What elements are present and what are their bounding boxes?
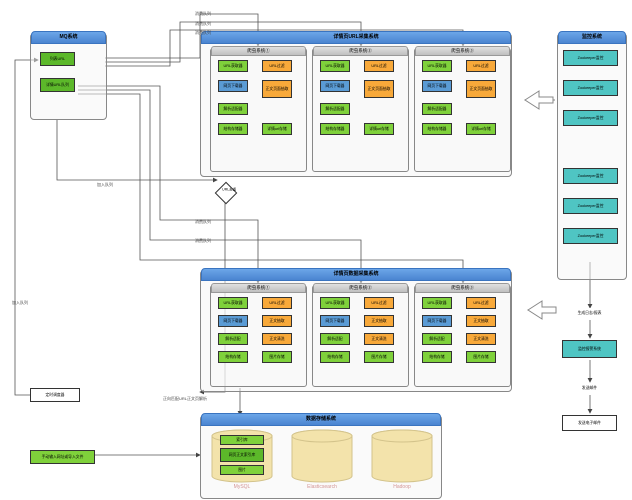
monitor-item: Zookeeper监控 [563, 228, 618, 244]
edge-label: 消费队列 [195, 30, 211, 36]
crawler-box: 结构存储器 [320, 123, 350, 135]
crawler-box: URL获取器 [422, 60, 452, 72]
crawler-box: 正文页面抽取 [262, 80, 292, 98]
crawler-box: 图片存储 [262, 351, 292, 363]
monitor-arrow [528, 301, 556, 319]
monitor-item: Zookeeper监控 [563, 80, 618, 96]
mysql-inner: 索引库 [220, 435, 264, 445]
crawler-box: 解析适配器 [422, 103, 452, 115]
crawler-box: 详情url存储 [466, 123, 496, 135]
edge-label: 加入队列 [12, 300, 28, 306]
crawler-box: URL获取器 [218, 297, 248, 309]
edge-label: 消费队列 [195, 21, 211, 27]
crawler-box: URL获取器 [320, 60, 350, 72]
crawler-box: 图片存储 [364, 351, 394, 363]
panel-title: 详情页URL采集系统 [201, 31, 511, 44]
mq-queue: 详情URL队列 [40, 78, 75, 92]
crawler-box: 解析适配 [218, 333, 248, 345]
crawler-box: 网页下载器 [320, 80, 350, 92]
subpanel-title: 爬虫系统③ [415, 283, 510, 293]
subpanel-title: 爬虫系统① [211, 283, 306, 293]
crawler-box: 解析适配 [320, 333, 350, 345]
crawler-box: 解析适配 [422, 333, 452, 345]
edge-label: 加入队列 [97, 182, 113, 188]
panel-title: 监控系统 [558, 31, 626, 44]
subpanel-title: 爬虫系统② [313, 46, 408, 56]
crawler-box: 图片存储 [466, 351, 496, 363]
monitor-item: Zookeeper监控 [563, 198, 618, 214]
panel-title: MQ系统 [31, 31, 106, 44]
edge-label: 消费队列 [195, 219, 211, 225]
crawler-box: URL过滤 [466, 297, 496, 309]
panel-mq: MQ系统 [30, 33, 107, 120]
crawler-box: 正文抽取 [262, 315, 292, 327]
crawler-box: URL过滤 [364, 60, 394, 72]
subpanel-title: 爬虫系统① [211, 46, 306, 56]
crawler-box: 网页下载器 [422, 80, 452, 92]
monitor-flow: 发送电子邮件 [562, 415, 617, 431]
crawler-box: 结构存储 [422, 351, 452, 363]
monitor-flow: 监控报警系统 [562, 340, 617, 358]
monitor-item: Zookeeper监控 [563, 168, 618, 184]
panel-title: 详情页数据采集系统 [201, 268, 511, 281]
diagram-stage: MySQLElasticsearchHadoopMQ系统详情页URL采集系统详情… [0, 0, 632, 500]
mysql-inner: 图片 [220, 465, 264, 475]
monitor-item: Zookeeper监控 [563, 110, 618, 126]
crawler-box: URL过滤 [262, 297, 292, 309]
panel-title: 数据存储系统 [201, 413, 441, 426]
edge-label: 正向匹配URL正文页解析 [163, 396, 207, 402]
crawler-box: 正文抽取 [364, 315, 394, 327]
crawler-box: 解析适配器 [320, 103, 350, 115]
monitor-arrow [525, 91, 553, 109]
crawler-box: 详情url存储 [364, 123, 394, 135]
crawler-box: 结构存储 [320, 351, 350, 363]
crawler-box: 正文清洗 [364, 333, 394, 345]
crawler-box: 网页下载器 [422, 315, 452, 327]
edge-label: 消费队列 [195, 238, 211, 244]
crawler-box: 网页下载器 [218, 80, 248, 92]
crawler-box: 正文抽取 [466, 315, 496, 327]
crawler-box: 正文清洗 [466, 333, 496, 345]
mq-queue: 列表URL [40, 52, 75, 66]
crawler-box: 正文页面抽取 [364, 80, 394, 98]
crawler-box: URL过滤 [364, 297, 394, 309]
monitor-item: Zookeeper监控 [563, 50, 618, 66]
crawler-box: URL获取器 [218, 60, 248, 72]
monitor-flow: 发送邮件 [567, 383, 612, 393]
left-box: 手动输入网址或导入文件 [30, 450, 95, 464]
edge [57, 120, 217, 180]
crawler-box: URL获取器 [320, 297, 350, 309]
crawler-box: URL获取器 [422, 297, 452, 309]
crawler-box: 正文清洗 [262, 333, 292, 345]
crawler-box: URL过滤 [466, 60, 496, 72]
crawler-box: URL过滤 [262, 60, 292, 72]
edge-label: 消费队列 [195, 11, 211, 17]
crawler-box: 结构存储 [218, 351, 248, 363]
monitor-flow: 生成日志/报表 [567, 308, 612, 318]
crawler-box: 详情url存储 [262, 123, 292, 135]
left-box: 定时调度器 [30, 388, 80, 402]
crawler-box: 正文页面抽取 [466, 80, 496, 98]
crawler-box: 结构存储器 [218, 123, 248, 135]
crawler-box: 结构存储器 [422, 123, 452, 135]
crawler-box: 解析适配器 [218, 103, 248, 115]
mysql-inner: 网页正文索引库 [220, 448, 264, 462]
subpanel-title: 爬虫系统③ [415, 46, 510, 56]
subpanel-title: 爬虫系统② [313, 283, 408, 293]
crawler-box: 网页下载器 [218, 315, 248, 327]
crawler-box: 网页下载器 [320, 315, 350, 327]
